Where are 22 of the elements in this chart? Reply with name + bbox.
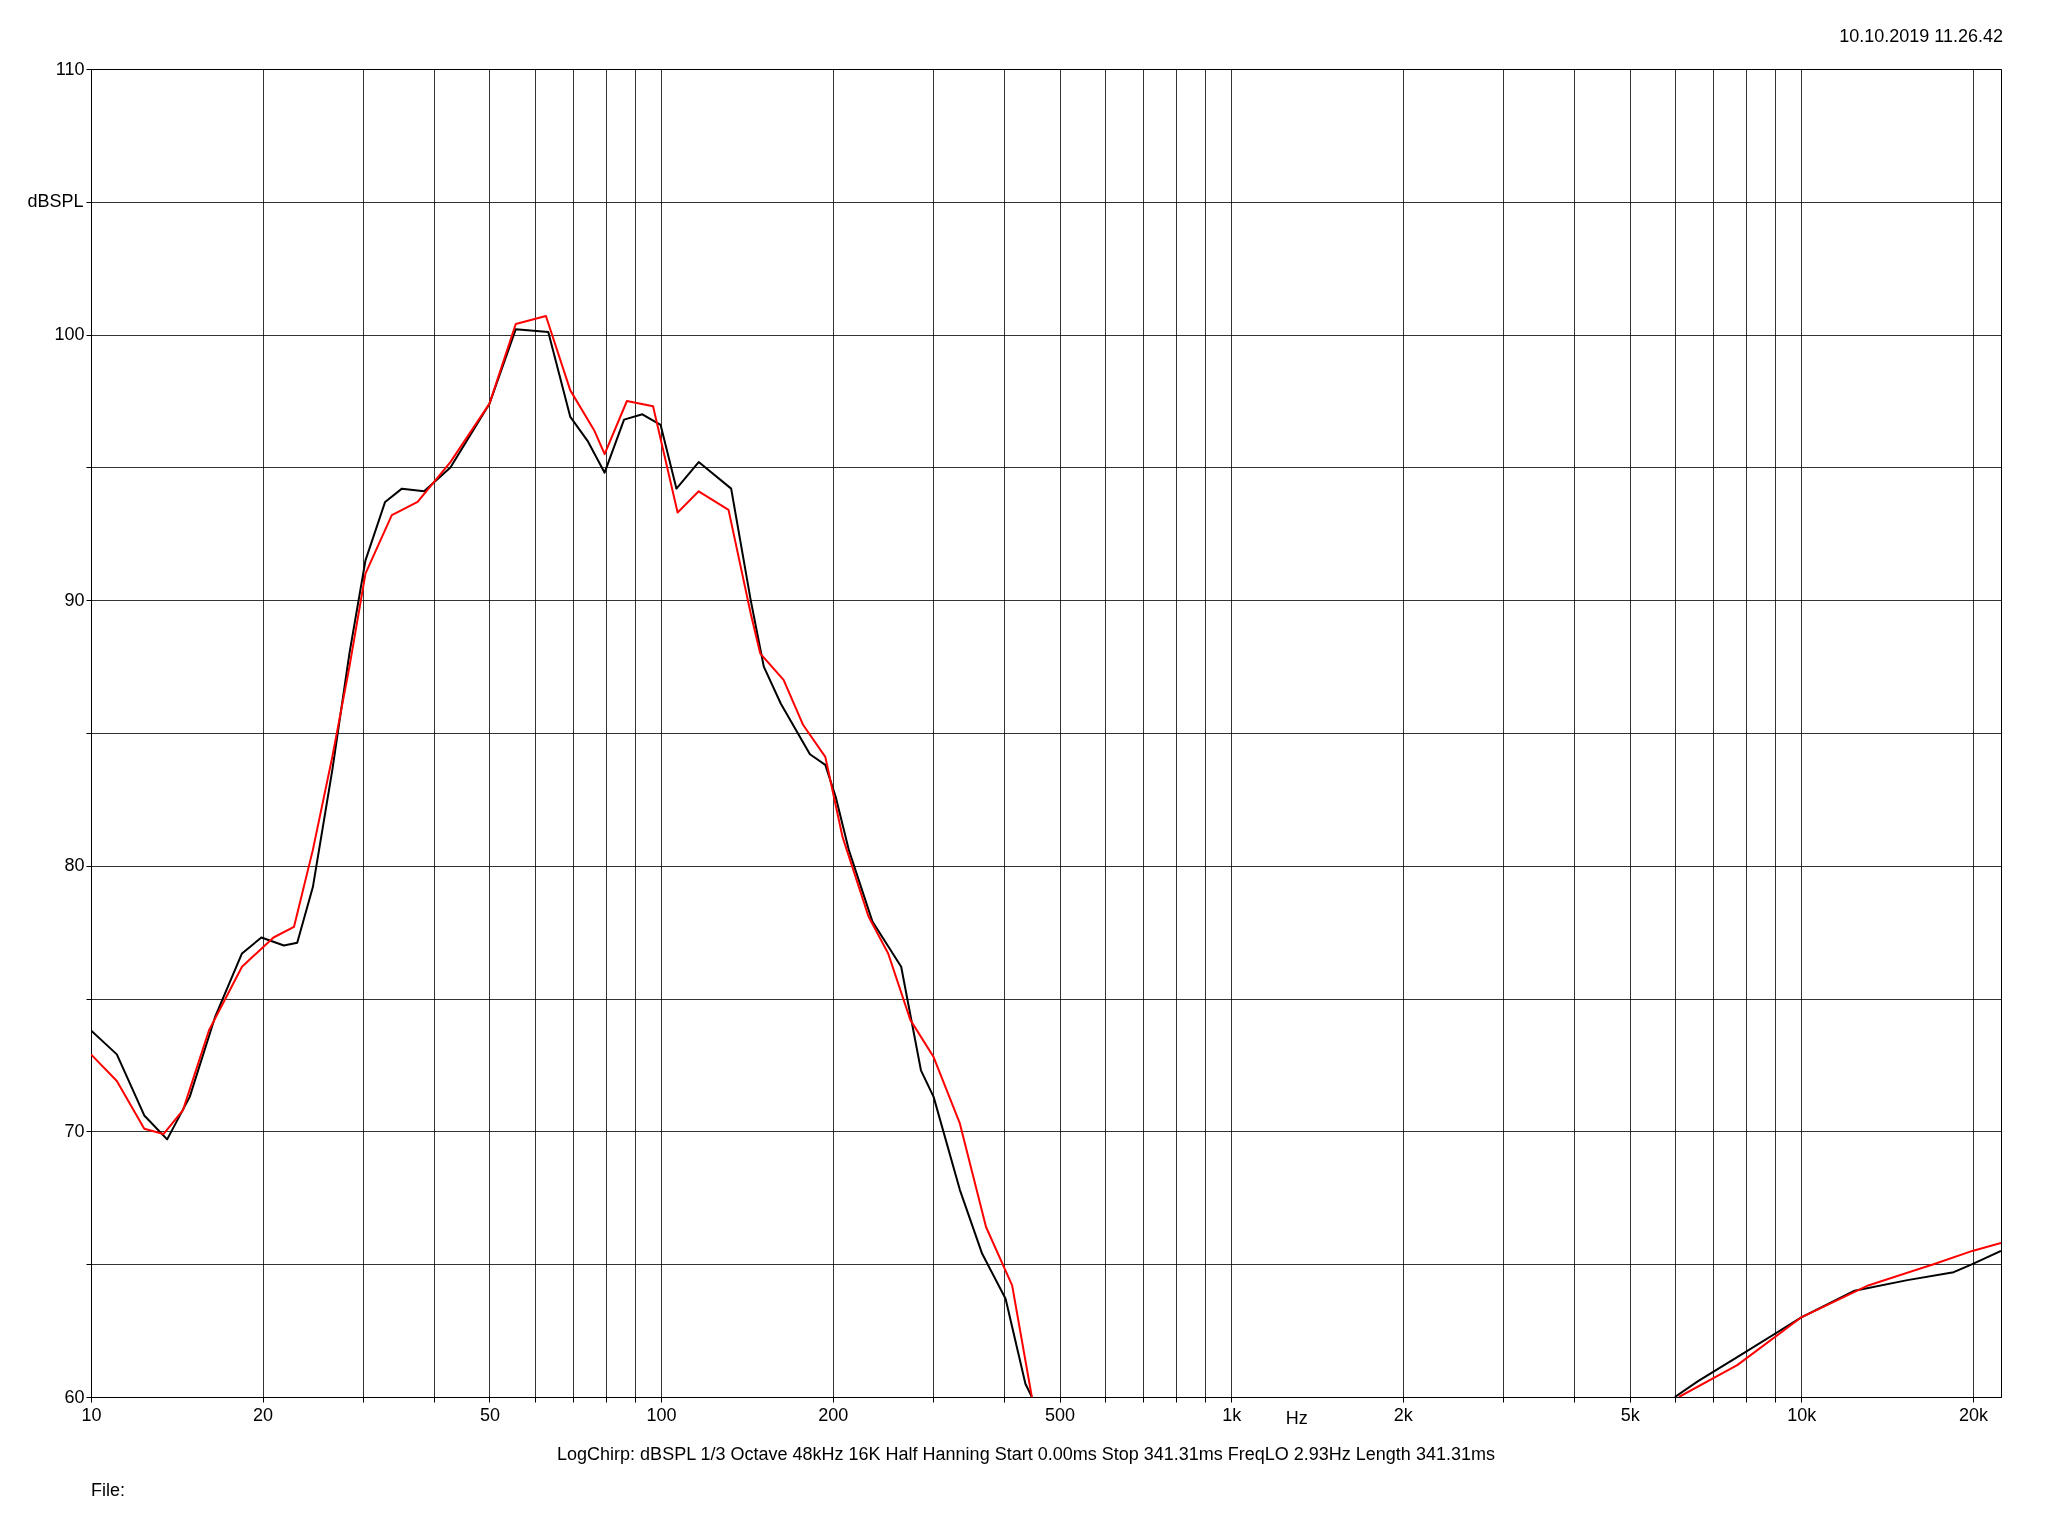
x-tick-label: 50 bbox=[479, 1404, 500, 1425]
text: LogChirp: dBSPL 1/3 Octave 48kHz 16K Half Hanning Start 0.00ms Stop 341.31ms FreqLO 2.93Hz Length 341.31ms bbox=[557, 1444, 1495, 1464]
x-tick-label: 100 bbox=[646, 1404, 677, 1425]
x-tick-label: 20 bbox=[253, 1404, 274, 1425]
x-tick-label: 2k bbox=[1393, 1404, 1414, 1425]
text: 10.10.2019 11.26.42 bbox=[1839, 26, 2003, 46]
x-tick-label: 1k bbox=[1222, 1404, 1243, 1425]
x-tick-label: 20k bbox=[1958, 1404, 1989, 1425]
y-tick-label: 80 bbox=[64, 855, 85, 876]
y-tick-label: 110 bbox=[55, 58, 85, 79]
x-tick-label: 10k bbox=[1787, 1404, 1818, 1425]
x-tick-label: 5k bbox=[1620, 1404, 1641, 1425]
y-tick-label: 70 bbox=[64, 1120, 85, 1141]
y-axis-title: dBSPL bbox=[27, 191, 84, 212]
x-axis-title: Hz bbox=[1285, 1407, 1308, 1428]
y-tick-label: 100 bbox=[54, 324, 85, 345]
x-tick-label: 10 bbox=[81, 1404, 102, 1425]
x-tick-label: 200 bbox=[818, 1404, 849, 1425]
x-tick-label: 500 bbox=[1045, 1404, 1076, 1425]
y-tick-label: 60 bbox=[64, 1386, 85, 1407]
text: File: bbox=[91, 1480, 126, 1500]
y-tick-label: 90 bbox=[64, 589, 85, 610]
